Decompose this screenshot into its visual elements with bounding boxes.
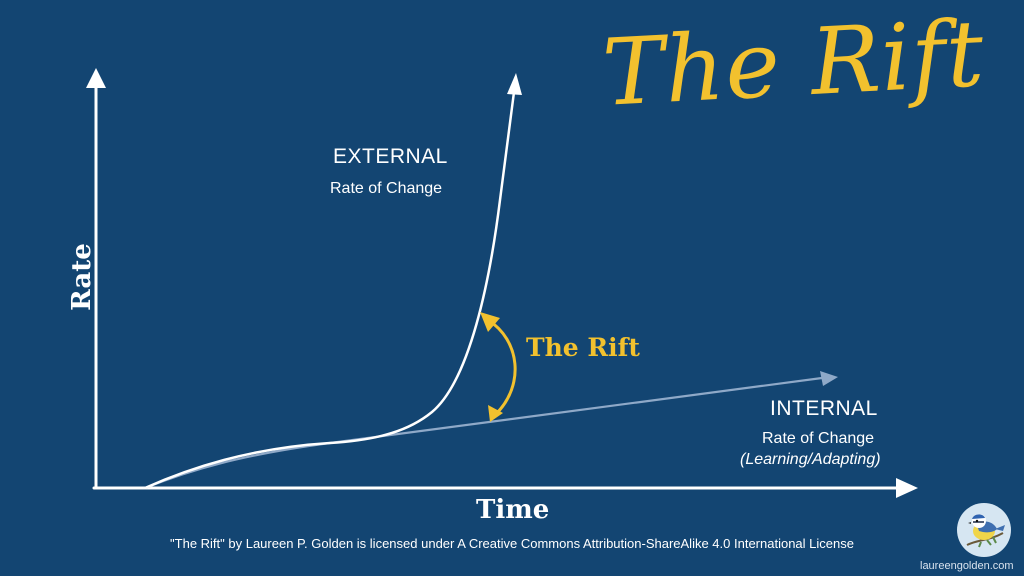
rift-arc-arrow (486, 318, 517, 416)
y-axis-arrowhead (86, 68, 106, 88)
internal-rate-arrowhead (820, 371, 838, 386)
internal-note: (Learning/Adapting) (740, 451, 881, 468)
external-rate-curve (143, 90, 516, 490)
internal-sublabel: Rate of Change (762, 430, 875, 447)
x-axis-arrowhead (896, 478, 918, 498)
rift-arrowhead-bottom (488, 405, 503, 422)
external-rate-arrowhead (507, 73, 522, 95)
license-text: "The Rift" by Laureen P. Golden is licen… (170, 536, 854, 551)
diagram-title: The Rift (600, 0, 988, 127)
external-label: EXTERNAL (333, 145, 448, 168)
external-sublabel: Rate of Change (330, 180, 443, 197)
site-url: laureengolden.com (920, 560, 1014, 572)
internal-label: INTERNAL (770, 397, 878, 420)
internal-rate-line (143, 376, 824, 490)
rift-arrowhead-top (480, 312, 500, 332)
blue-tit-bird-icon (957, 503, 1011, 557)
x-axis-label: Time (476, 495, 550, 525)
y-axis-label: Rate (67, 243, 97, 311)
rift-label: The Rift (526, 333, 640, 362)
